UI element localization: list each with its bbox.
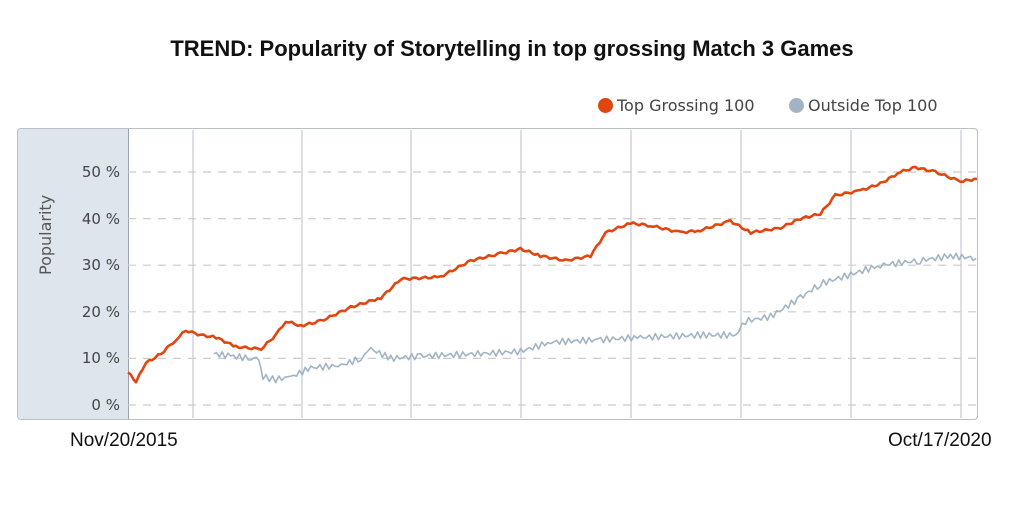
y-tick-label: 10 % bbox=[81, 349, 120, 368]
y-tick-label: 30 % bbox=[81, 256, 120, 275]
chart-title: TREND: Popularity of Storytelling in top… bbox=[170, 36, 854, 61]
x-end-label: Oct/17/2020 bbox=[888, 430, 992, 451]
y-tick-label: 20 % bbox=[81, 302, 120, 321]
legend-item-outside-top[interactable]: Outside Top 100 bbox=[789, 96, 938, 115]
y-tick-label: 40 % bbox=[81, 209, 120, 228]
legend-item-top-grossing[interactable]: Top Grossing 100 bbox=[598, 96, 755, 115]
series-line-outside-top bbox=[213, 252, 977, 384]
x-start-label: Nov/20/2015 bbox=[70, 430, 178, 451]
legend-label: Outside Top 100 bbox=[808, 96, 938, 115]
y-tick-label: 0 % bbox=[91, 396, 120, 414]
legend-marker-outside-top bbox=[789, 98, 804, 113]
y-tick-label: 50 % bbox=[81, 163, 120, 181]
legend-label: Top Grossing 100 bbox=[617, 96, 755, 115]
y-axis-panel bbox=[18, 129, 129, 419]
plot-frame bbox=[17, 128, 978, 420]
series-line-top-grossing bbox=[127, 165, 978, 384]
legend-marker-top-grossing bbox=[598, 98, 613, 113]
